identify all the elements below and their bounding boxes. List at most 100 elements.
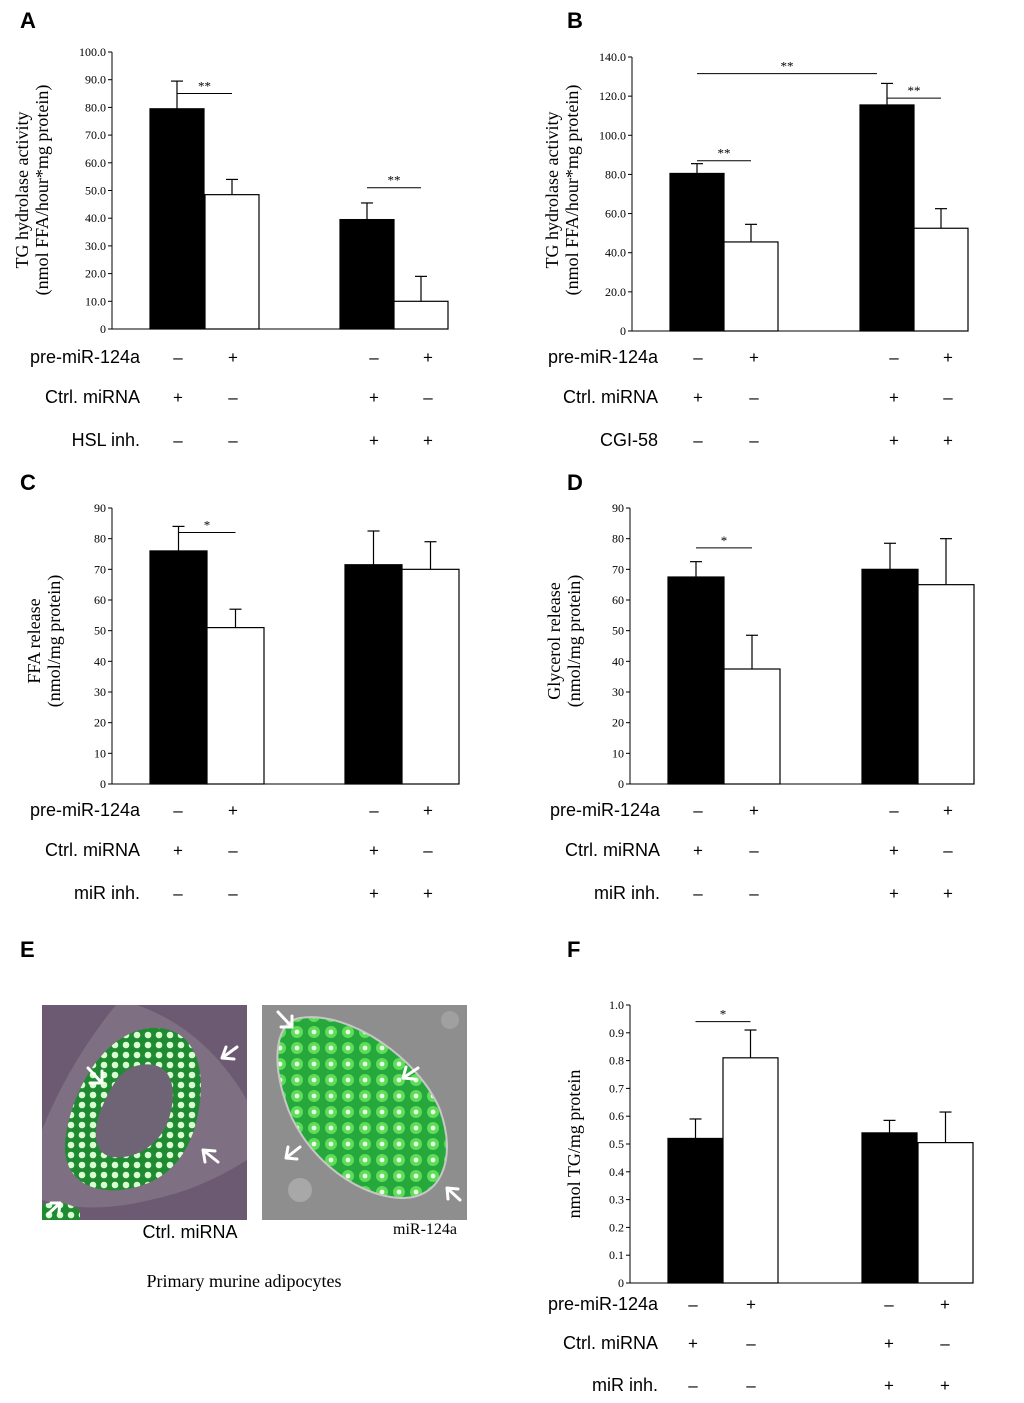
- y-axis-label: (nmol FFA/hour*mg protein): [562, 85, 583, 296]
- y-tick-label: 10.0: [85, 294, 106, 308]
- bar: [917, 584, 975, 785]
- condition-label: miR inh.: [74, 883, 140, 903]
- condition-sign: +: [889, 841, 899, 860]
- condition-sign: –: [369, 348, 379, 367]
- condition-sign: –: [688, 1295, 698, 1314]
- condition-sign: +: [688, 1334, 698, 1353]
- condition-sign: –: [228, 884, 238, 903]
- condition-sign: +: [423, 348, 433, 367]
- condition-sign: –: [746, 1376, 756, 1395]
- y-tick-label: 10: [94, 746, 106, 760]
- condition-label: miR inh.: [592, 1375, 658, 1395]
- y-axis-label: nmol TG/mg protein: [564, 1070, 584, 1219]
- y-tick-label: 80: [94, 532, 106, 546]
- condition-label: HSL inh.: [72, 430, 140, 450]
- y-tick-label: 80: [612, 532, 624, 546]
- bar: [667, 1137, 724, 1284]
- condition-sign: –: [423, 841, 433, 860]
- condition-sign: +: [943, 884, 953, 903]
- condition-sign: –: [173, 884, 183, 903]
- condition-sign: –: [423, 388, 433, 407]
- condition-sign: –: [173, 431, 183, 450]
- panel-c: C 0 10 20 30 40 50 60 70 80 90 FFA release (nmol/mg …: [20, 470, 460, 903]
- y-tick-label: 50.0: [85, 184, 106, 198]
- condition-sign: –: [749, 431, 759, 450]
- y-tick-label: 30.0: [85, 239, 106, 253]
- panel-e: E: [20, 937, 467, 1291]
- significance-label: *: [204, 518, 211, 533]
- condition-sign: +: [369, 841, 379, 860]
- y-axis-label: Glycerol release: [544, 582, 564, 699]
- condition-sign: +: [423, 431, 433, 450]
- y-tick-label: 90: [612, 501, 624, 515]
- bar: [722, 1057, 779, 1284]
- bar: [859, 104, 915, 332]
- panel-letter-b: B: [567, 8, 583, 33]
- condition-label: Ctrl. miRNA: [45, 840, 140, 860]
- y-tick-label: 20: [612, 716, 624, 730]
- y-tick-label: 70.0: [85, 128, 106, 142]
- y-axis-label: FFA release: [24, 598, 44, 683]
- condition-sign: +: [940, 1295, 950, 1314]
- y-axis-label: (nmol FFA/hour*mg protein): [32, 85, 53, 296]
- condition-sign: –: [693, 884, 703, 903]
- panel-letter-a: A: [20, 8, 36, 33]
- caption-mir-124a: miR-124a: [393, 1221, 457, 1238]
- y-tick-label: 0: [100, 777, 106, 791]
- bar: [339, 218, 395, 330]
- condition-sign: –: [693, 801, 703, 820]
- condition-label: pre-miR-124a: [30, 800, 141, 820]
- y-tick-label: 40.0: [85, 211, 106, 225]
- bar: [861, 1132, 918, 1284]
- significance-label: *: [721, 533, 728, 548]
- y-tick-label: 40: [612, 654, 624, 668]
- y-tick-label: 0.2: [609, 1220, 624, 1234]
- y-axis-label: (nmol/mg protein): [564, 575, 585, 707]
- bar: [149, 550, 208, 785]
- panel-letter-f: F: [567, 937, 580, 962]
- y-tick-label: 80.0: [605, 167, 626, 181]
- y-tick-label: 0.7: [609, 1081, 624, 1095]
- condition-sign: –: [693, 431, 703, 450]
- condition-sign: –: [889, 801, 899, 820]
- condition-sign: –: [943, 388, 953, 407]
- panel-f: F 0 0.1 0.2 0.3 0.4 0.5 0.6 0.7 0.8 0.9 1.0 nmol TG/…: [548, 937, 974, 1395]
- y-tick-label: 60.0: [85, 156, 106, 170]
- panel-a: A 0 10.0 20.0 30.0 40.0 50.0 60.0 70.0 80.0 90.0 10…: [12, 8, 449, 450]
- y-tick-label: 60.0: [605, 207, 626, 221]
- y-tick-label: 70: [94, 562, 106, 576]
- bar: [723, 668, 781, 785]
- y-tick-label: 50: [94, 624, 106, 638]
- condition-sign: –: [884, 1295, 894, 1314]
- condition-sign: +: [423, 884, 433, 903]
- condition-sign: +: [746, 1295, 756, 1314]
- condition-label: pre-miR-124a: [550, 800, 661, 820]
- condition-label: pre-miR-124a: [30, 347, 141, 367]
- condition-sign: –: [228, 431, 238, 450]
- bar: [723, 241, 779, 332]
- significance-label: *: [720, 1007, 727, 1022]
- y-tick-label: 40.0: [605, 246, 626, 260]
- bar: [206, 626, 265, 785]
- micrograph-ctrl-mirna: [42, 1005, 247, 1220]
- y-tick-label: 30: [612, 685, 624, 699]
- condition-sign: +: [693, 388, 703, 407]
- y-tick-label: 30: [94, 685, 106, 699]
- condition-sign: –: [228, 388, 238, 407]
- condition-sign: –: [693, 348, 703, 367]
- y-tick-label: 90: [94, 501, 106, 515]
- condition-sign: +: [943, 431, 953, 450]
- condition-sign: –: [749, 388, 759, 407]
- condition-sign: +: [369, 431, 379, 450]
- condition-sign: +: [943, 348, 953, 367]
- condition-sign: +: [889, 884, 899, 903]
- y-tick-label: 20.0: [605, 285, 626, 299]
- y-tick-label: 60: [94, 593, 106, 607]
- condition-sign: +: [749, 348, 759, 367]
- significance-label: **: [198, 79, 211, 94]
- y-tick-label: 0.9: [609, 1026, 624, 1040]
- bar: [917, 1142, 974, 1284]
- y-tick-label: 80.0: [85, 100, 106, 114]
- y-axis-label: TG hydrolase activity: [12, 112, 32, 269]
